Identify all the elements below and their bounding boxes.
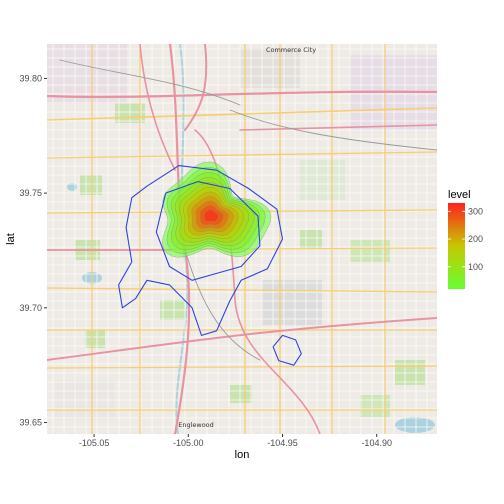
basemap-tiles: Commerce City Englewood [47, 44, 437, 434]
density-level-contour [178, 182, 250, 243]
density-level-contour [187, 191, 239, 236]
basemap-label: Commerce City [266, 46, 316, 54]
legend-tick-label: 200 [468, 234, 483, 244]
y-axis: 39.65 39.70 39.75 39.80 [19, 73, 47, 428]
map-panel: Commerce City Englewood [47, 44, 437, 434]
density-level-contour [199, 205, 224, 226]
density-level-contour [183, 186, 244, 239]
x-tick-label: -104.95 [267, 438, 298, 448]
x-tick-label: -105.05 [79, 438, 110, 448]
x-axis: -105.05 -105.00 -104.95 -104.90 [79, 434, 392, 448]
density-level-contour [195, 200, 229, 229]
legend-colorbar [448, 203, 465, 289]
y-axis-title: lat [5, 233, 17, 245]
density-level-contour [166, 166, 266, 254]
y-tick-label: 39.70 [19, 303, 42, 313]
density-outline-layer [118, 161, 302, 366]
legend: level 100 200 300 [448, 189, 483, 289]
density-outline-contour [272, 334, 302, 366]
density-level-contour [170, 172, 261, 250]
legend-title: level [448, 189, 471, 201]
density-outline-contour [118, 165, 284, 336]
density-level-fill [204, 209, 219, 222]
density-outline-contour [155, 181, 261, 281]
x-tick-label: -104.90 [361, 438, 392, 448]
x-axis-title: lon [235, 449, 250, 461]
y-tick-label: 39.65 [19, 418, 42, 428]
density-level-contour [174, 177, 255, 247]
y-tick-label: 39.80 [19, 73, 42, 83]
legend-tick-label: 100 [468, 262, 483, 272]
density-level-contour [191, 196, 234, 233]
x-tick-label: -105.00 [173, 438, 204, 448]
density-level-contour [162, 161, 272, 258]
density-level-contour [203, 209, 219, 222]
legend-tick-label: 300 [468, 206, 483, 216]
basemap-label: Englewood [178, 421, 214, 429]
y-tick-label: 39.75 [19, 188, 42, 198]
